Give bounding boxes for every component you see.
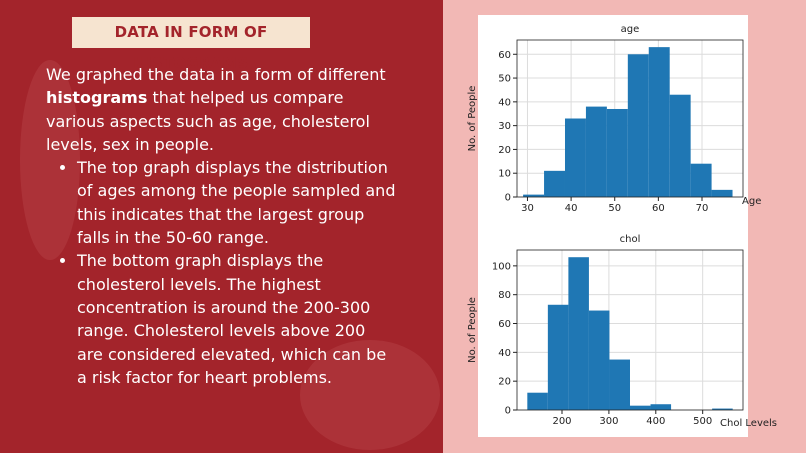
y-tick-label: 20: [498, 377, 511, 388]
bar: [669, 94, 691, 197]
intro-bold: histograms: [46, 88, 148, 108]
y-tick-label: 60: [498, 50, 511, 61]
y-tick-label: 100: [492, 261, 511, 272]
plot-frame: [516, 39, 744, 198]
body-text: We graphed the data in a form of differe…: [46, 63, 396, 389]
bar: [609, 359, 630, 410]
x-tick-label: 400: [646, 416, 665, 427]
bar: [711, 189, 733, 197]
x-tick-label: 50: [608, 203, 621, 214]
y-tick-label: 0: [505, 193, 511, 204]
decoration: [300, 340, 440, 450]
charts: 0 10 20 30 40 50 60 30 40 50 60 70 age No. of People A…: [467, 15, 777, 437]
bar: [630, 405, 651, 410]
y-tick-label: 20: [498, 145, 511, 156]
bar: [627, 54, 649, 197]
x-tick-label: 200: [552, 416, 571, 427]
bullet: The top graph displays the distribution …: [77, 156, 396, 249]
y-axis-label: No. of People: [467, 297, 478, 363]
chart-title: chol: [620, 234, 641, 245]
bar: [690, 163, 712, 197]
text-panel: DATA IN FORM OF HISTOGRAMS We graphed th…: [0, 0, 443, 453]
y-tick-label: 10: [498, 169, 511, 180]
y-axis-label: No. of People: [467, 86, 478, 152]
x-tick-label: 500: [693, 416, 712, 427]
decoration: [20, 60, 80, 260]
chart-panel: 0 10 20 30 40 50 60 30 40 50 60 70 age No. of People A…: [443, 0, 806, 453]
x-axis-label: Age: [742, 196, 761, 207]
bar: [523, 194, 545, 197]
y-tick-label: 60: [498, 319, 511, 330]
heading: DATA IN FORM OF HISTOGRAMS: [72, 17, 310, 72]
y-tick-label: 50: [498, 74, 511, 85]
bar: [606, 108, 628, 197]
chart-title: age: [621, 24, 640, 35]
x-tick-label: 30: [521, 203, 534, 214]
bar: [585, 106, 607, 197]
bar: [648, 47, 670, 197]
x-tick-label: 300: [599, 416, 618, 427]
bullet-list: The top graph displays the distribution …: [46, 156, 396, 389]
bar: [527, 392, 548, 410]
y-tick-label: 30: [498, 121, 511, 132]
bar: [588, 310, 610, 410]
bar: [564, 118, 586, 197]
y-tick-label: 40: [498, 97, 511, 108]
x-tick-label: 60: [652, 203, 665, 214]
intro-text: that helped us compare various aspects s…: [46, 88, 370, 154]
bar: [547, 304, 569, 410]
plot-frame: [516, 249, 744, 411]
x-tick-label: 70: [696, 203, 709, 214]
y-tick-label: 0: [505, 406, 511, 417]
bar: [712, 408, 733, 410]
bar: [650, 404, 672, 410]
y-tick-label: 40: [498, 348, 511, 359]
intro-text: We graphed the data in a form of differe…: [46, 65, 386, 84]
x-axis-label: Chol Levels: [720, 418, 777, 429]
bar: [568, 257, 589, 410]
bar: [544, 170, 565, 197]
x-tick-label: 40: [565, 203, 578, 214]
y-tick-label: 80: [498, 290, 511, 301]
bullet: The bottom graph displays the cholestero…: [77, 249, 396, 389]
intro: We graphed the data in a form of differe…: [46, 63, 396, 156]
